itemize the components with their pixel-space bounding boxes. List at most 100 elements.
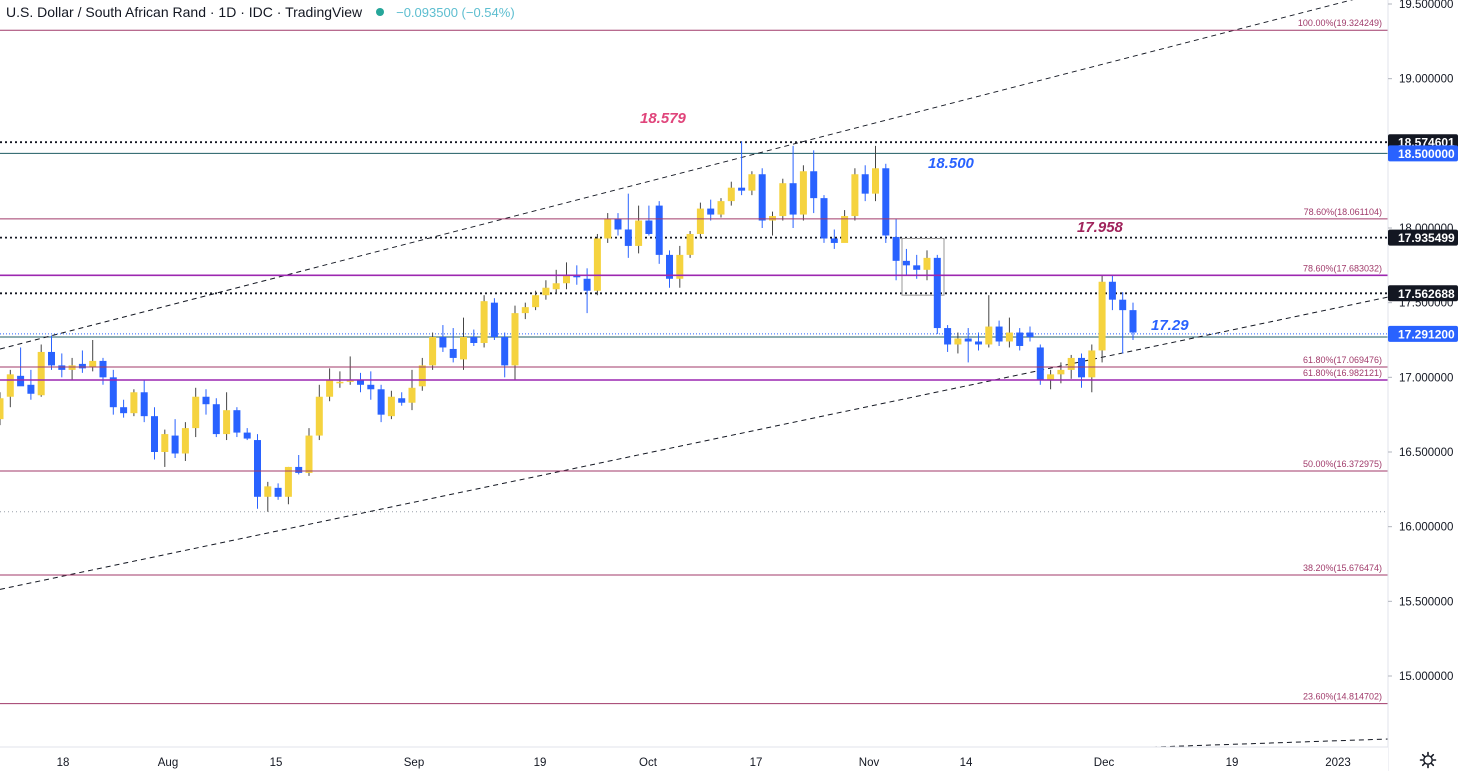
candle-body <box>1098 281 1106 351</box>
candle-body <box>439 337 447 348</box>
candle <box>202 389 210 415</box>
candle <box>892 219 900 281</box>
candle <box>140 380 148 423</box>
candle-body <box>305 435 313 473</box>
candle-body <box>78 363 86 369</box>
candle-body <box>130 392 138 414</box>
candle <box>171 419 179 458</box>
candle <box>676 245 684 288</box>
market-status-dot <box>376 8 385 16</box>
x-tick-label: Nov <box>859 757 880 769</box>
price-tag: 17.562688 <box>1388 285 1458 302</box>
y-tick-label: 19.500000 <box>1399 0 1453 11</box>
candle <box>295 454 303 475</box>
annotation-label: 18.579 <box>640 110 687 127</box>
price-tag-label: 18.500000 <box>1398 147 1455 161</box>
fib-label: 38.20%(15.676474) <box>1303 563 1382 573</box>
candles <box>0 141 1137 512</box>
candle <box>398 392 406 406</box>
candle-body <box>799 171 807 215</box>
candle <box>1098 275 1106 363</box>
candle-body <box>645 220 653 234</box>
candle <box>717 198 725 218</box>
candle-body <box>1026 332 1034 338</box>
candle <box>192 387 200 438</box>
candle-body <box>923 257 931 270</box>
candle <box>387 390 395 420</box>
price-tags: 18.57460118.50000017.93549917.56268817.2… <box>1388 134 1458 342</box>
candle <box>439 325 447 352</box>
candle-body <box>521 307 529 314</box>
candle <box>449 328 457 363</box>
candle <box>78 350 86 373</box>
candle-body <box>892 236 900 261</box>
x-tick-label: 15 <box>270 757 283 769</box>
candle-body <box>171 435 179 454</box>
candle-body <box>223 410 231 435</box>
candle <box>624 193 632 258</box>
candle <box>830 229 838 249</box>
trend-line <box>0 0 1354 350</box>
candle-body <box>902 260 910 266</box>
candle-body <box>1057 369 1065 375</box>
candle <box>1088 344 1096 393</box>
candle-body <box>48 351 55 366</box>
candle-body <box>1016 332 1024 346</box>
candle-body <box>202 396 210 405</box>
candle <box>1016 328 1024 351</box>
candle-body <box>954 338 962 345</box>
x-tick-label: 14 <box>960 757 973 769</box>
annotations: 18.579 18.500 17.958 17.29 <box>640 110 1189 334</box>
price-tag-label: 17.935499 <box>1398 231 1455 245</box>
candle <box>861 165 869 202</box>
y-axis: 19.50000019.00000018.00000017.50000017.0… <box>1387 0 1460 771</box>
candle-body <box>985 326 993 345</box>
candle <box>686 230 694 258</box>
candle <box>696 202 704 239</box>
candle <box>707 199 715 221</box>
candle <box>367 371 375 400</box>
candle-body <box>1078 357 1085 378</box>
price-tag: 18.500000 <box>1388 145 1458 162</box>
candle-body <box>666 254 673 279</box>
candle-body <box>563 275 570 284</box>
price-tag: 17.935499 <box>1388 229 1458 246</box>
candle-body <box>686 233 694 255</box>
candle <box>542 280 550 300</box>
candle-body <box>449 348 457 358</box>
gear-icon[interactable] <box>1419 751 1437 769</box>
x-tick-label: Aug <box>158 757 178 769</box>
candle-body <box>779 183 787 217</box>
y-axis-bg <box>1388 0 1460 747</box>
candle <box>37 344 45 397</box>
candle <box>738 141 746 196</box>
candle <box>769 211 776 236</box>
candle-body <box>995 326 1003 342</box>
fib-label: 78.60%(17.683032) <box>1303 263 1382 273</box>
candle <box>151 407 158 460</box>
candle <box>593 233 601 296</box>
plot-area[interactable] <box>0 0 1411 748</box>
fib-label: 23.60%(14.814702) <box>1303 692 1382 702</box>
candle <box>954 332 962 354</box>
candle-body <box>398 398 406 403</box>
y-tick-label: 15.000000 <box>1399 671 1453 683</box>
x-tick-label: 2023 <box>1325 757 1351 769</box>
candle-body <box>99 360 107 378</box>
candle-body <box>872 168 879 194</box>
candle <box>779 178 787 221</box>
candle-body <box>1005 332 1013 342</box>
candle <box>511 305 519 381</box>
candle-body <box>604 219 612 239</box>
candle <box>655 201 663 264</box>
candle-body <box>161 434 169 452</box>
candle-body <box>542 287 550 296</box>
candle-body <box>1088 350 1096 378</box>
candle <box>212 398 220 438</box>
candle <box>418 357 426 391</box>
candle-body <box>738 187 746 191</box>
candle <box>666 250 673 288</box>
candle <box>1026 326 1034 342</box>
candle <box>6 369 14 408</box>
